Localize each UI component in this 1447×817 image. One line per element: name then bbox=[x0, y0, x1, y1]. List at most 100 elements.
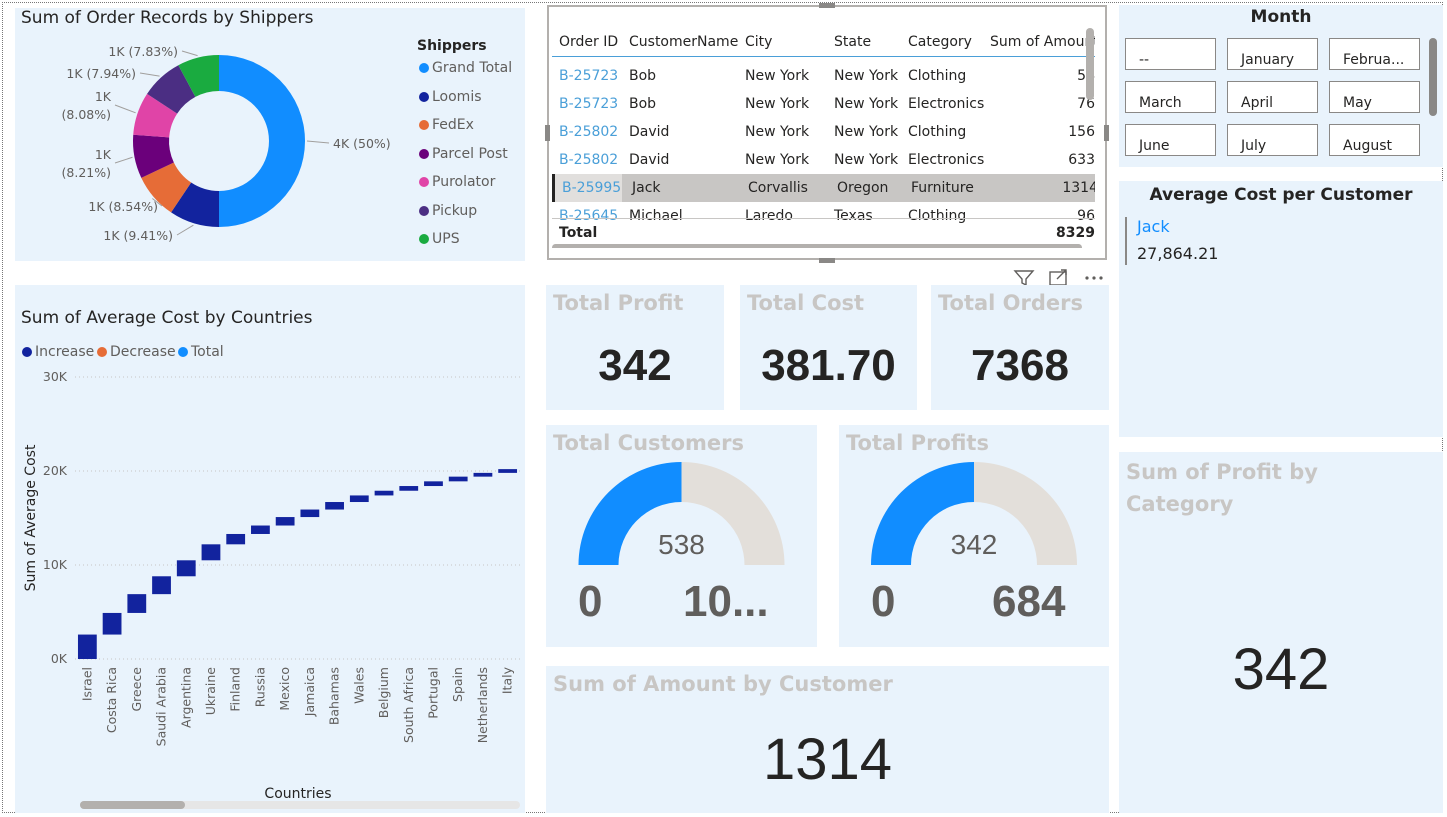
profit-by-category-card[interactable]: Sum of Profit by Category 342 bbox=[1119, 452, 1443, 813]
donut-slice-grand-total[interactable] bbox=[219, 55, 306, 227]
waterfall-bar-jamaica[interactable] bbox=[300, 509, 320, 518]
legend-item-loomis[interactable]: Loomis bbox=[419, 89, 482, 105]
month-option---[interactable]: -- bbox=[1125, 38, 1216, 70]
month-option-july[interactable]: July bbox=[1227, 124, 1318, 156]
legend-item-fedex[interactable]: FedEx bbox=[419, 117, 474, 133]
waterfall-chart[interactable]: 0K 10K 20K 30K Israel Costa Rica Greece Saudi A… bbox=[15, 285, 525, 813]
orders-table[interactable]: Order ID CustomerName City State Categor… bbox=[552, 26, 1095, 248]
legend-item-pickup[interactable]: Pickup bbox=[419, 203, 477, 219]
total-profit-card[interactable]: Total Profit 342 bbox=[546, 285, 724, 410]
table-cell: 96 bbox=[1077, 208, 1095, 224]
donut-slice-pickup[interactable] bbox=[147, 65, 196, 114]
waterfall-bar-argentina[interactable] bbox=[176, 560, 196, 577]
table-row[interactable]: B-25645 Michael Laredo Texas Clothing 96 bbox=[552, 202, 1095, 230]
donut-chart[interactable]: 4K (50%) 1K (9.41%) 1K (8.54%) 1K (8.21%) 1K (… bbox=[15, 8, 525, 261]
donut-slice-ups[interactable] bbox=[178, 55, 219, 97]
waterfall-bar-greece[interactable] bbox=[127, 594, 147, 613]
waterfall-bar-wales[interactable] bbox=[349, 495, 369, 503]
avg-cost-value: 27,864.21 bbox=[1137, 244, 1219, 263]
table-cell[interactable]: B-25723 bbox=[559, 68, 619, 84]
waterfall-bar-italy[interactable] bbox=[498, 469, 518, 473]
scrollbar-thumb[interactable] bbox=[80, 801, 185, 809]
amount-by-customer-card[interactable]: Sum of Amount by Customer 1314 bbox=[546, 666, 1109, 813]
waterfall-bar-south-africa[interactable] bbox=[399, 486, 419, 491]
col-customer-name[interactable]: CustomerName bbox=[629, 34, 739, 50]
waterfall-bar-russia[interactable] bbox=[251, 525, 270, 534]
table-cell[interactable]: B-25802 bbox=[559, 124, 619, 140]
total-orders-card[interactable]: Total Orders 7368 bbox=[931, 285, 1109, 410]
slicer-scrollbar[interactable] bbox=[1429, 38, 1437, 116]
month-slicer[interactable]: Month -- January Februa... March April May Jun… bbox=[1119, 5, 1443, 167]
table-cell[interactable]: B-25723 bbox=[559, 96, 619, 112]
donut-slice-loomis[interactable] bbox=[171, 182, 220, 228]
resize-handle-top[interactable] bbox=[819, 3, 835, 8]
table-horizontal-scrollbar[interactable] bbox=[552, 244, 1082, 248]
waterfall-panel[interactable]: Sum of Average Cost by Countries Increas… bbox=[15, 285, 525, 813]
waterfall-legend-total: Total bbox=[178, 344, 224, 360]
waterfall-bar-belgium[interactable] bbox=[374, 490, 394, 496]
avg-cost-customer[interactable]: Jack bbox=[1137, 217, 1170, 236]
waterfall-bar-bahamas[interactable] bbox=[325, 502, 344, 510]
x-tick-label: Costa Rica bbox=[104, 667, 119, 733]
table-row[interactable]: B-25802 David New York New York Electronics 6… bbox=[552, 146, 1095, 174]
col-order-id[interactable]: Order ID bbox=[559, 34, 619, 50]
total-cost-card[interactable]: Total Cost 381.70 bbox=[740, 285, 917, 410]
gauge-profits-min: 0 bbox=[871, 577, 896, 626]
avg-cost-per-customer-panel[interactable]: Average Cost per Customer Jack 27,864.21 bbox=[1119, 181, 1443, 437]
donut-slice-purolator[interactable] bbox=[133, 93, 178, 138]
table-row[interactable]: B-25723 Bob New York New York Electronics 76 bbox=[552, 90, 1095, 118]
table-vertical-scrollbar[interactable] bbox=[1086, 28, 1094, 100]
month-option-april[interactable]: April bbox=[1227, 81, 1318, 113]
month-option-march[interactable]: March bbox=[1125, 81, 1216, 113]
waterfall-bar-ukraine[interactable] bbox=[201, 544, 221, 561]
total-profit-title: Total Profit bbox=[553, 291, 684, 315]
table-row[interactable]: B-25802 David New York New York Clothing 156 bbox=[552, 118, 1095, 146]
waterfall-bar-netherlands[interactable] bbox=[473, 472, 493, 477]
resize-handle-bottom[interactable] bbox=[819, 258, 835, 263]
table-row[interactable]: B-25995 Jack Corvallis Oregon Furniture 1314 bbox=[552, 174, 1095, 202]
month-option-august[interactable]: August bbox=[1329, 124, 1420, 156]
total-profits-gauge[interactable] bbox=[839, 425, 1109, 647]
table-total-row: Total 8329 bbox=[552, 218, 1095, 247]
col-state[interactable]: State bbox=[834, 34, 872, 50]
legend-item-grand-total[interactable]: Grand Total bbox=[419, 60, 512, 76]
table-cell: Clothing bbox=[908, 124, 967, 140]
x-tick-label: Spain bbox=[450, 667, 465, 702]
table-cell[interactable]: B-25802 bbox=[559, 152, 619, 168]
waterfall-bar-saudi-arabia[interactable] bbox=[152, 576, 171, 595]
month-option-june[interactable]: June bbox=[1125, 124, 1216, 156]
month-option-may[interactable]: May bbox=[1329, 81, 1420, 113]
donut-slice-fedex[interactable] bbox=[141, 162, 192, 213]
legend-item-ups[interactable]: UPS bbox=[419, 231, 460, 247]
legend-swatch bbox=[419, 91, 429, 102]
table-cell[interactable]: B-25995 bbox=[562, 180, 622, 196]
waterfall-bar-finland[interactable] bbox=[226, 533, 246, 545]
col-city[interactable]: City bbox=[745, 34, 773, 50]
total-profits-gauge-panel[interactable]: Total Profits 342 0 684 bbox=[839, 425, 1109, 647]
waterfall-bar-mexico[interactable] bbox=[275, 517, 295, 526]
waterfall-bar-costa-rica[interactable] bbox=[102, 612, 122, 635]
more-options-icon[interactable] bbox=[1083, 268, 1105, 288]
waterfall-bar-israel[interactable] bbox=[77, 634, 97, 659]
col-category[interactable]: Category bbox=[908, 34, 972, 50]
legend-item-purolator[interactable]: Purolator bbox=[419, 174, 495, 190]
waterfall-bar-spain[interactable] bbox=[448, 476, 468, 482]
table-cell[interactable]: B-25645 bbox=[559, 208, 619, 224]
total-customers-gauge-panel[interactable]: Total Customers 538 0 10... bbox=[546, 425, 817, 647]
x-tick-label: Bahamas bbox=[327, 667, 342, 725]
donut-data-label: (8.08%) bbox=[62, 107, 111, 122]
donut-slice-parcel-post[interactable] bbox=[133, 134, 174, 178]
month-option-january[interactable]: January bbox=[1227, 38, 1318, 70]
resize-handle-left[interactable] bbox=[545, 125, 550, 141]
waterfall-bar-portugal[interactable] bbox=[424, 481, 443, 487]
shippers-donut-panel[interactable]: Sum of Order Records by Shippers 4K (50%… bbox=[15, 8, 525, 261]
legend-item-parcel-post[interactable]: Parcel Post bbox=[419, 146, 508, 162]
resize-handle-right[interactable] bbox=[1104, 125, 1109, 141]
month-option-februa[interactable]: Februa... bbox=[1329, 38, 1420, 70]
horizontal-scrollbar[interactable] bbox=[80, 801, 520, 809]
table-cell: New York bbox=[834, 124, 899, 140]
col-sum-amount[interactable]: Sum of Amount bbox=[990, 34, 1095, 50]
month-option-label: July bbox=[1241, 138, 1267, 154]
total-customers-gauge[interactable] bbox=[546, 425, 817, 647]
